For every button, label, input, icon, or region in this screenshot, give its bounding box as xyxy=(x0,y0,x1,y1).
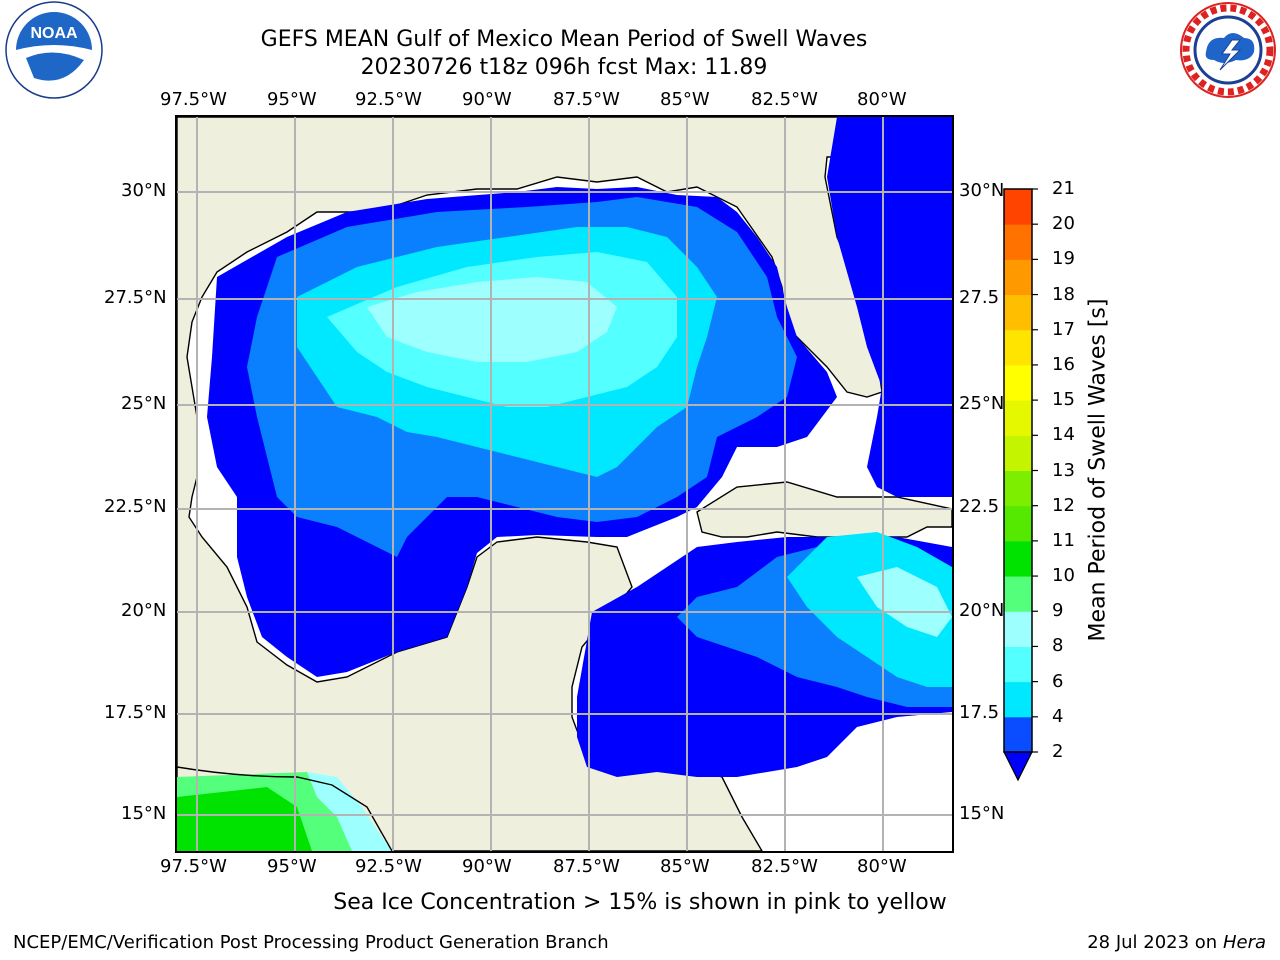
colorbar-tick-label: 18 xyxy=(1052,283,1075,305)
colorbar-cell xyxy=(1004,259,1032,296)
lat-label-left: 22.5°N xyxy=(104,496,167,517)
colorbar-cell xyxy=(1004,681,1032,718)
colorbar-tick-label: 15 xyxy=(1052,389,1075,411)
lon-label-bottom: 85°W xyxy=(660,856,710,877)
chart-title: GEFS MEAN Gulf of Mexico Mean Period of … xyxy=(260,27,868,52)
colorbar xyxy=(1003,188,1038,782)
colorbar-cell xyxy=(1004,505,1032,542)
colorbar-tick-label: 4 xyxy=(1052,705,1064,727)
colorbar-cell xyxy=(1004,611,1032,647)
lat-label-left: 25°N xyxy=(121,393,167,414)
noaa-logo: NOAA xyxy=(5,1,103,99)
footer-machine: Hera xyxy=(1222,932,1266,953)
colorbar-tick-label: 8 xyxy=(1052,635,1064,657)
lon-label-top: 85°W xyxy=(660,89,710,110)
colorbar-tick-label: 14 xyxy=(1052,424,1075,446)
colorbar-cell xyxy=(1004,189,1032,225)
nws-logo xyxy=(1180,2,1276,98)
lon-label-top: 90°W xyxy=(462,89,512,110)
colorbar-tick-label: 2 xyxy=(1052,741,1064,762)
colorbar-extend-triangle xyxy=(1003,751,1033,782)
lat-label-right: 22.5 xyxy=(959,496,1000,517)
lat-label-right: 20°N xyxy=(959,600,1005,621)
sea-ice-note: Sea Ice Concentration > 15% is shown in … xyxy=(333,890,947,915)
colorbar-tick-label: 19 xyxy=(1052,248,1075,270)
colorbar-tick-label: 9 xyxy=(1052,600,1064,622)
lat-label-right: 27.5 xyxy=(959,287,1000,308)
footer-date-text: 28 Jul 2023 on xyxy=(1087,932,1223,953)
lon-label-top: 82.5°W xyxy=(751,89,818,110)
lat-label-left: 27.5°N xyxy=(104,287,167,308)
colorbar-tick-label: 17 xyxy=(1052,318,1075,340)
lat-label-left: 30°N xyxy=(121,180,167,201)
colorbar-tick-label: 20 xyxy=(1052,213,1075,235)
colorbar-cell xyxy=(1004,224,1032,260)
lon-label-top: 87.5°W xyxy=(553,89,620,110)
footer-branch: NCEP/EMC/Verification Post Processing Pr… xyxy=(13,932,609,953)
colorbar-tick-label: 16 xyxy=(1052,353,1075,375)
map-frame xyxy=(175,115,954,853)
lon-label-bottom: 80°W xyxy=(857,856,907,877)
lat-label-right: 30°N xyxy=(959,180,1005,201)
colorbar-cell xyxy=(1004,294,1032,331)
graticule xyxy=(177,117,952,851)
lon-label-top: 92.5°W xyxy=(355,89,422,110)
colorbar-tick-label: 11 xyxy=(1052,529,1075,551)
colorbar-cell xyxy=(1004,435,1032,471)
lon-label-bottom: 92.5°W xyxy=(355,856,422,877)
noaa-logo-text: NOAA xyxy=(30,25,78,42)
chart-subtitle: 20230726 t18z 096h fcst Max: 11.89 xyxy=(360,55,768,80)
colorbar-tick-label: 13 xyxy=(1052,459,1075,481)
lon-label-bottom: 90°W xyxy=(462,856,512,877)
lat-label-left: 15°N xyxy=(121,803,167,824)
colorbar-cell xyxy=(1004,576,1032,612)
lon-label-bottom: 97.5°W xyxy=(160,856,227,877)
colorbar-tick-label: 12 xyxy=(1052,494,1075,516)
lon-label-top: 80°W xyxy=(857,89,907,110)
footer-date: 28 Jul 2023 on Hera xyxy=(1087,932,1266,953)
colorbar-cell xyxy=(1004,364,1032,401)
map-canvas xyxy=(177,117,952,851)
colorbar-cell xyxy=(1004,646,1032,683)
lat-label-right: 25°N xyxy=(959,393,1005,414)
lat-label-left: 17.5°N xyxy=(104,702,167,723)
lat-label-right: 15°N xyxy=(959,803,1005,824)
colorbar-cell xyxy=(1004,470,1032,507)
colorbar-cell xyxy=(1004,540,1032,577)
lon-label-top: 95°W xyxy=(267,89,317,110)
colorbar-tick-label: 10 xyxy=(1052,565,1075,587)
colorbar-cell xyxy=(1004,716,1032,753)
lon-label-bottom: 95°W xyxy=(267,856,317,877)
colorbar-title: Mean Period of Swell Waves [s] xyxy=(1085,298,1111,642)
lon-label-top: 97.5°W xyxy=(160,89,227,110)
lon-label-bottom: 87.5°W xyxy=(553,856,620,877)
lon-label-bottom: 82.5°W xyxy=(751,856,818,877)
lat-label-left: 20°N xyxy=(121,600,167,621)
colorbar-cell xyxy=(1004,400,1032,436)
colorbar-cell xyxy=(1004,329,1032,366)
lat-label-right: 17.5 xyxy=(959,702,1000,723)
colorbar-tick-label: 6 xyxy=(1052,670,1064,692)
colorbar-tick-label: 21 xyxy=(1052,178,1075,199)
